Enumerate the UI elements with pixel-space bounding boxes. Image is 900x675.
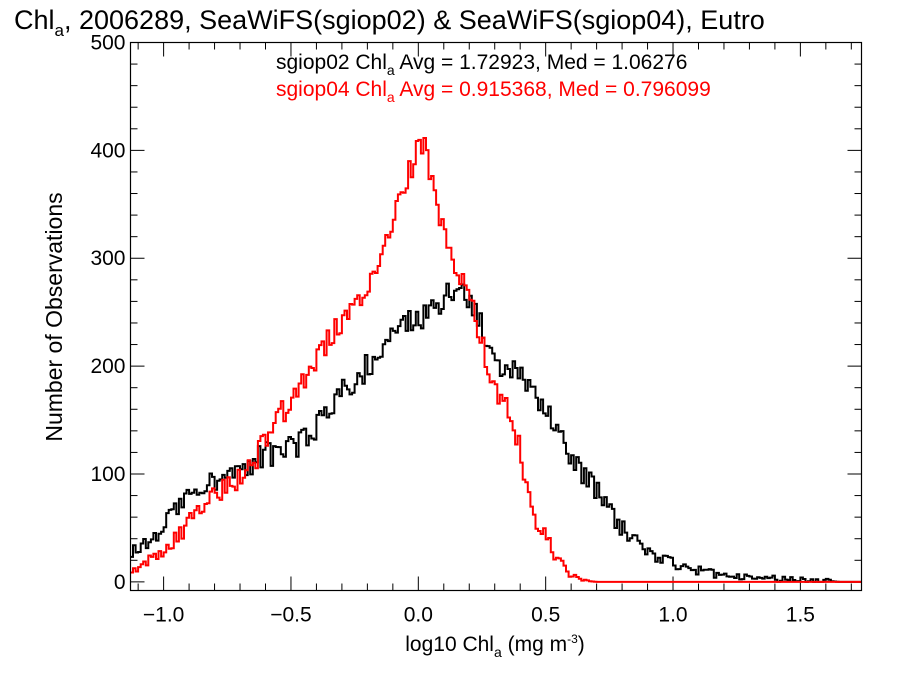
x-tick-label: −0.5: [270, 604, 311, 627]
legend-sgiop02: sgiop02 Chla Avg = 1.72923, Med = 1.0627…: [276, 51, 687, 78]
x-tick-label: 1.0: [658, 604, 687, 627]
x-tick-label: 0.0: [404, 604, 433, 627]
series-line-sgiop04: [130, 137, 862, 583]
x-axis-label: log10 Chla (mg m-3): [405, 632, 585, 660]
chart-title: Chla, 2006289, SeaWiFS(sgiop02) & SeaWiF…: [14, 5, 765, 40]
y-tick-label: 300: [90, 247, 125, 270]
series-line-sgiop02: [130, 282, 862, 583]
y-tick-label: 100: [90, 463, 125, 486]
y-tick-label: 200: [90, 355, 125, 378]
x-tick-label: −1.0: [143, 604, 184, 627]
x-tick-label: 1.5: [786, 604, 815, 627]
series-layer: [130, 137, 862, 583]
legend-sgiop04: sgiop04 Chla Avg = 0.915368, Med = 0.796…: [276, 78, 711, 105]
x-tick-label: 0.5: [531, 604, 560, 627]
y-axis-label: Number of Observations: [41, 192, 67, 441]
y-tick-label: 500: [90, 32, 125, 55]
y-tick-label: 400: [90, 139, 125, 162]
x-axis-ticks: −1.0 −0.5 0.0 0.5 1.0 1.5: [137, 42, 852, 627]
plot-frame: [129, 41, 863, 592]
y-axis-ticks: 0 100 200 300 400 500: [90, 32, 862, 594]
y-tick-label: 0: [114, 571, 126, 594]
